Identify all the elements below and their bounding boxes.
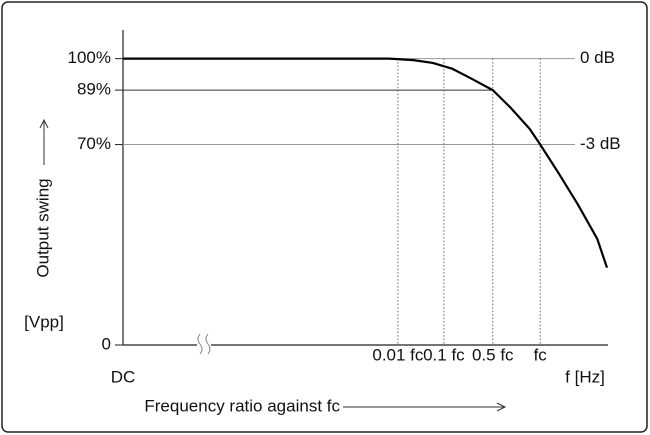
x-unit: f [Hz] — [565, 367, 605, 386]
x-tick-label: fc — [534, 345, 548, 364]
x-axis-label: Frequency ratio against fc — [144, 396, 340, 415]
y-tick-label: 100% — [68, 48, 111, 67]
response-curve — [123, 57, 609, 269]
db-label: -3 dB — [580, 134, 621, 153]
y-tick-label: 0 — [102, 334, 111, 353]
y-unit: [Vpp] — [24, 312, 64, 331]
x-tick-label: 0.01 fc — [372, 345, 424, 364]
x-origin-label: DC — [111, 367, 136, 386]
x-tick-label: 0.5 fc — [472, 345, 514, 364]
y-tick-label: 70% — [77, 134, 111, 153]
y-arrow — [39, 118, 49, 165]
y-axis-label: Output swing — [33, 178, 52, 277]
x-tick-label: 0.1 fc — [423, 345, 465, 364]
db-label: 0 dB — [580, 48, 615, 67]
axis-break — [197, 333, 211, 355]
x-arrow — [343, 402, 507, 412]
y-tick-label: 89% — [77, 80, 111, 99]
